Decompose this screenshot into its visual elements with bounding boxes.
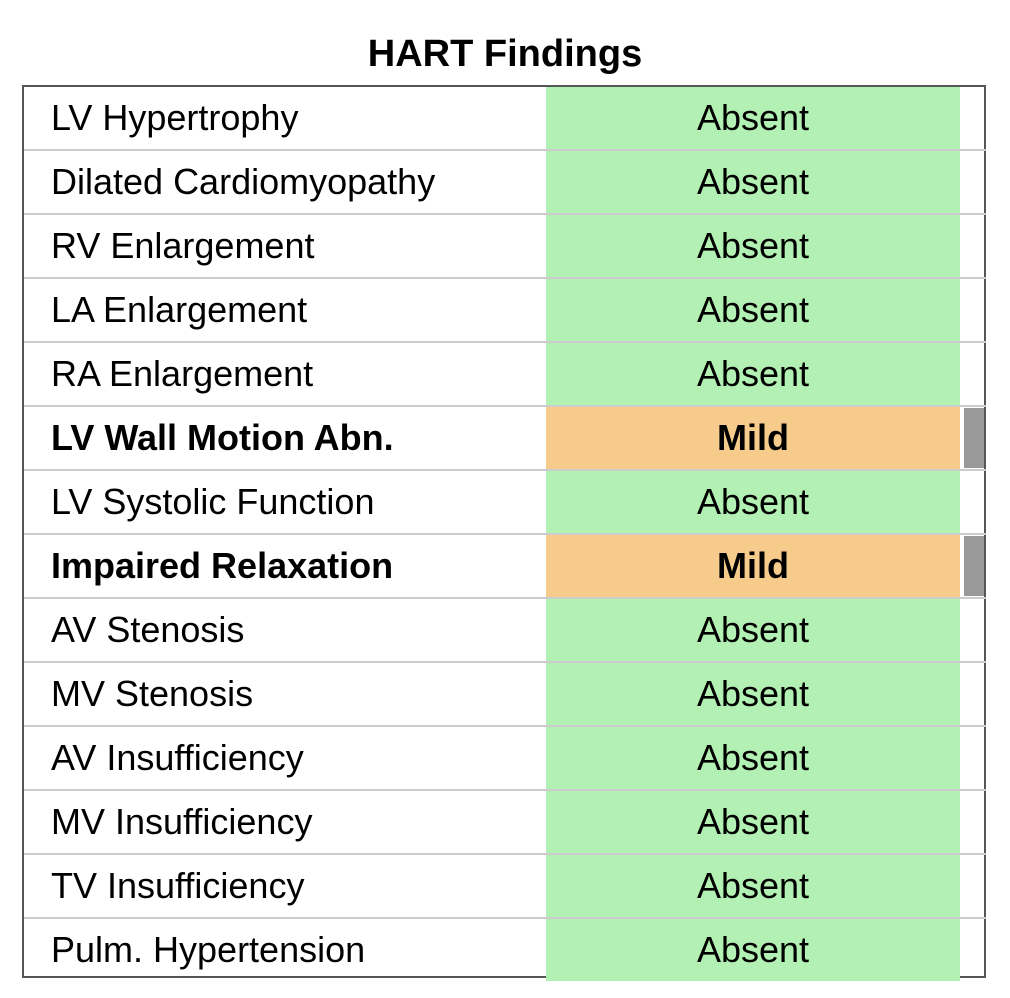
table-row: RV Enlargement Absent bbox=[24, 215, 986, 279]
finding-label: RA Enlargement bbox=[51, 353, 314, 394]
status-cell: Absent bbox=[546, 599, 960, 661]
finding-label: LV Wall Motion Abn. bbox=[51, 417, 394, 458]
page-title: HART Findings bbox=[367, 33, 643, 75]
table-row: Dilated Cardiomyopathy Absent bbox=[24, 151, 986, 215]
status-cell: Absent bbox=[546, 471, 960, 533]
status-cell: Mild bbox=[546, 535, 960, 597]
status-cell: Mild bbox=[546, 407, 960, 469]
finding-label: AV Insufficiency bbox=[51, 737, 304, 778]
severity-indicator bbox=[964, 536, 984, 596]
table-row: Pulm. Hypertension Absent bbox=[24, 919, 986, 983]
finding-label: LA Enlargement bbox=[51, 289, 308, 330]
finding-label: MV Insufficiency bbox=[51, 801, 313, 842]
status-cell: Absent bbox=[546, 919, 960, 981]
status-cell: Absent bbox=[546, 663, 960, 725]
table-row: LA Enlargement Absent bbox=[24, 279, 986, 343]
finding-label: Dilated Cardiomyopathy bbox=[51, 161, 436, 202]
status-cell: Absent bbox=[546, 279, 960, 341]
table-row: AV Stenosis Absent bbox=[24, 599, 986, 663]
finding-label: RV Enlargement bbox=[51, 225, 315, 266]
status-cell: Absent bbox=[546, 855, 960, 917]
severity-indicator bbox=[964, 408, 984, 468]
status-cell: Absent bbox=[546, 727, 960, 789]
status-cell: Absent bbox=[546, 87, 960, 149]
table-row: MV Stenosis Absent bbox=[24, 663, 986, 727]
finding-label: LV Hypertrophy bbox=[51, 97, 299, 138]
status-cell: Absent bbox=[546, 343, 960, 405]
table-row: MV Insufficiency Absent bbox=[24, 791, 986, 855]
findings-table: LV Hypertrophy Absent Dilated Cardiomyopat… bbox=[22, 85, 986, 981]
table-row: Impaired Relaxation Mild bbox=[24, 535, 986, 599]
finding-label: Impaired Relaxation bbox=[51, 545, 394, 586]
status-cell: Absent bbox=[546, 215, 960, 277]
table-row: LV Wall Motion Abn. Mild bbox=[24, 407, 986, 471]
finding-label: LV Systolic Function bbox=[51, 481, 375, 522]
finding-label: TV Insufficiency bbox=[51, 865, 305, 906]
table-row: LV Systolic Function Absent bbox=[24, 471, 986, 535]
status-cell: Absent bbox=[546, 151, 960, 213]
table-row: RA Enlargement Absent bbox=[24, 343, 986, 407]
finding-label: AV Stenosis bbox=[51, 609, 245, 650]
table-row: AV Insufficiency Absent bbox=[24, 727, 986, 791]
status-cell: Absent bbox=[546, 791, 960, 853]
finding-label: MV Stenosis bbox=[51, 673, 254, 714]
finding-label: Pulm. Hypertension bbox=[51, 929, 366, 970]
table-row: LV Hypertrophy Absent bbox=[24, 87, 986, 151]
table-row: TV Insufficiency Absent bbox=[24, 855, 986, 919]
